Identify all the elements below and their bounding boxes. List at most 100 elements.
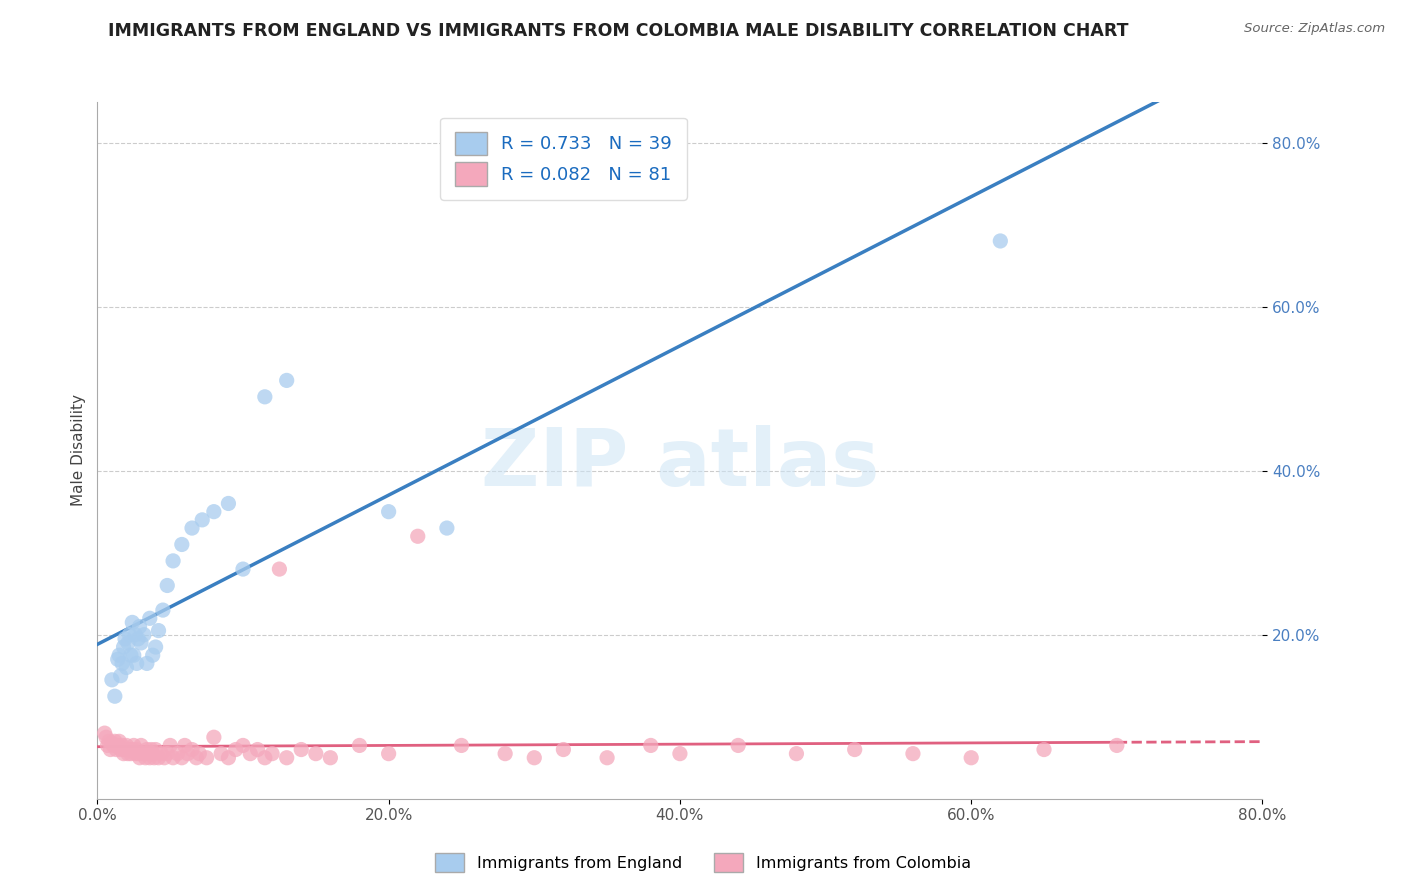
Point — [152, 603, 174, 617]
Point — [121, 615, 143, 630]
Point — [669, 747, 692, 761]
Point — [173, 739, 195, 753]
Point — [170, 750, 193, 764]
Legend: Immigrants from England, Immigrants from Colombia: Immigrants from England, Immigrants from… — [427, 845, 979, 880]
Point — [112, 747, 135, 761]
Point — [162, 750, 184, 764]
Point — [128, 750, 150, 764]
Point — [128, 619, 150, 633]
Point — [262, 747, 284, 761]
Point — [148, 750, 170, 764]
Point — [136, 747, 159, 761]
Point — [844, 742, 866, 756]
Point — [217, 496, 239, 510]
Point — [104, 734, 127, 748]
Point — [135, 742, 157, 756]
Point — [107, 739, 129, 753]
Point — [110, 669, 132, 683]
Point — [217, 750, 239, 764]
Point — [122, 648, 145, 663]
Point — [640, 739, 662, 753]
Point — [103, 739, 125, 753]
Point — [181, 521, 204, 535]
Point — [124, 747, 146, 761]
Point — [120, 648, 142, 663]
Point — [253, 750, 276, 764]
Point — [188, 747, 211, 761]
Point — [150, 747, 173, 761]
Point — [118, 628, 141, 642]
Point — [156, 747, 179, 761]
Legend: R = 0.733   N = 39, R = 0.082   N = 81: R = 0.733 N = 39, R = 0.082 N = 81 — [440, 118, 686, 200]
Point — [191, 513, 214, 527]
Point — [450, 739, 472, 753]
Point — [139, 750, 162, 764]
Point — [523, 750, 546, 764]
Point — [153, 750, 176, 764]
Point — [232, 739, 254, 753]
Point — [143, 750, 166, 764]
Point — [276, 750, 298, 764]
Point — [132, 747, 155, 761]
Point — [553, 742, 575, 756]
Point — [305, 747, 328, 761]
Point — [349, 739, 371, 753]
Point — [129, 739, 152, 753]
Point — [195, 750, 218, 764]
Point — [290, 742, 312, 756]
Point — [202, 505, 225, 519]
Point — [225, 742, 247, 756]
Point — [108, 734, 131, 748]
Text: Source: ZipAtlas.com: Source: ZipAtlas.com — [1244, 22, 1385, 36]
Point — [148, 624, 170, 638]
Y-axis label: Male Disability: Male Disability — [72, 394, 86, 506]
Point — [181, 742, 204, 756]
Point — [436, 521, 458, 535]
Point — [159, 739, 181, 753]
Point — [107, 652, 129, 666]
Point — [142, 648, 165, 663]
Point — [115, 660, 138, 674]
Point — [319, 750, 342, 764]
Point — [134, 750, 156, 764]
Point — [494, 747, 516, 761]
Point — [162, 554, 184, 568]
Point — [202, 730, 225, 744]
Point — [104, 690, 127, 704]
Point — [121, 742, 143, 756]
Point — [142, 747, 165, 761]
Point — [132, 628, 155, 642]
Point — [186, 750, 208, 764]
Point — [125, 657, 148, 671]
Point — [100, 742, 122, 756]
Point — [176, 747, 198, 761]
Point — [93, 726, 115, 740]
Point — [139, 611, 162, 625]
Point — [269, 562, 291, 576]
Point — [239, 747, 262, 761]
Point — [96, 739, 118, 753]
Point — [101, 736, 124, 750]
Point — [253, 390, 276, 404]
Point — [145, 640, 167, 654]
Point — [117, 747, 139, 761]
Point — [118, 742, 141, 756]
Point — [124, 628, 146, 642]
Point — [131, 747, 153, 761]
Point — [111, 739, 134, 753]
Point — [108, 648, 131, 663]
Point — [101, 673, 124, 687]
Point — [960, 750, 983, 764]
Point — [988, 234, 1011, 248]
Point — [94, 730, 117, 744]
Point — [122, 739, 145, 753]
Point — [377, 505, 399, 519]
Point — [129, 636, 152, 650]
Point — [1105, 739, 1128, 753]
Text: IMMIGRANTS FROM ENGLAND VS IMMIGRANTS FROM COLOMBIA MALE DISABILITY CORRELATION : IMMIGRANTS FROM ENGLAND VS IMMIGRANTS FR… — [108, 22, 1129, 40]
Point — [114, 742, 136, 756]
Point — [111, 657, 134, 671]
Point — [105, 742, 128, 756]
Point — [406, 529, 429, 543]
Point — [170, 537, 193, 551]
